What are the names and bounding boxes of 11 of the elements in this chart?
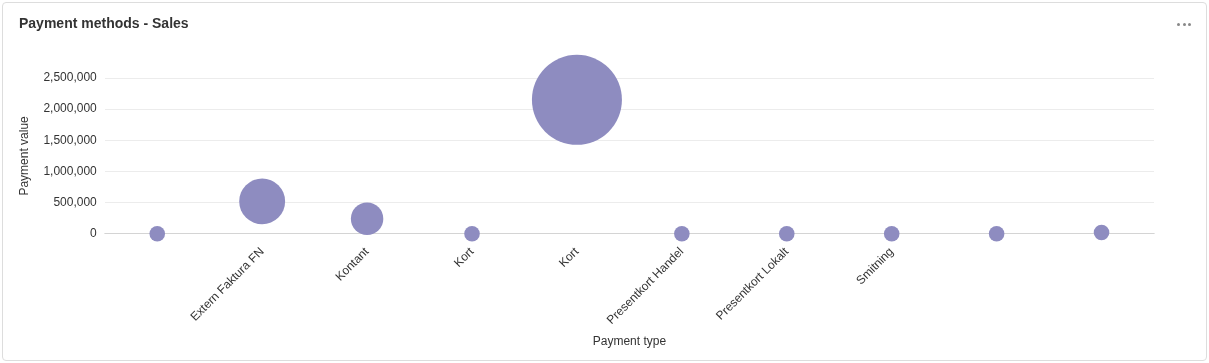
x-tick-label: Kort <box>451 243 477 270</box>
y-tick-label: 500,000 <box>53 194 98 209</box>
y-tick-label: 2,500,000 <box>43 70 98 85</box>
y-axis-title: Payment value <box>16 115 31 196</box>
y-tick-label: 1,000,000 <box>43 163 98 178</box>
chart-title: Payment methods - Sales <box>19 15 189 31</box>
x-axis-title: Payment type <box>592 334 667 349</box>
y-tick-label: 2,000,000 <box>43 101 98 116</box>
y-tick-label: 0 <box>90 226 98 241</box>
x-tick-label: Kort <box>555 243 582 270</box>
y-tick-label: 1,500,000 <box>43 132 98 147</box>
